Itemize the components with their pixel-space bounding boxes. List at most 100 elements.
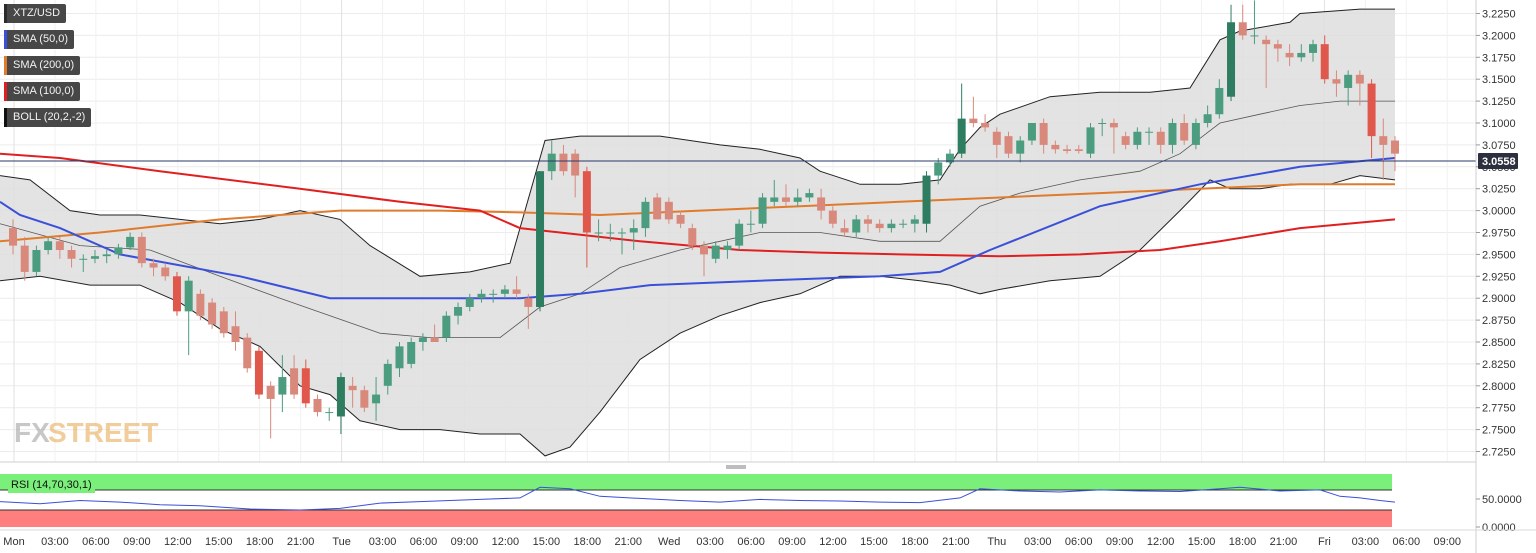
watermark-street: STREET [48, 417, 158, 448]
x-tick-label: 06:00 [1065, 536, 1093, 548]
candle-body [430, 337, 439, 342]
y-tick-label: 3.0750 [1482, 140, 1516, 152]
candle-body [700, 245, 708, 255]
legend-item[interactable]: SMA (100,0) [4, 82, 81, 101]
candle-down [360, 385, 369, 413]
candle-body [126, 236, 135, 248]
y-tick-label: 3.0250 [1482, 184, 1516, 196]
candle-body [1086, 127, 1095, 154]
legend-item[interactable]: SMA (50,0) [4, 30, 75, 49]
candle-body [512, 289, 521, 294]
sma-200-line [0, 183, 1395, 243]
candle-down [1355, 70, 1364, 106]
candle-up [500, 285, 509, 299]
y-tick-label: 3.1500 [1482, 74, 1516, 86]
candle-down [1004, 131, 1013, 159]
candle-down [676, 210, 685, 229]
legend-item[interactable]: SMA (200,0) [4, 56, 81, 75]
candle-body [688, 228, 697, 246]
candle-body [957, 118, 966, 154]
candle-up [1016, 136, 1025, 163]
x-tick-label: Thu [987, 536, 1006, 548]
candle-body [254, 350, 263, 395]
candle-body [1320, 44, 1329, 80]
candle-body [278, 377, 287, 395]
candle-body [231, 326, 240, 342]
candle-body [55, 241, 64, 251]
candle-body [184, 280, 193, 312]
x-tick-label: 18:00 [246, 536, 274, 548]
candle-body [1273, 44, 1282, 49]
candle-body [313, 398, 322, 413]
y-tick-label: 2.9500 [1482, 249, 1516, 261]
candle-up [465, 293, 474, 312]
x-tick-label: 18:00 [901, 536, 929, 548]
legend-label: SMA (100,0) [13, 85, 75, 97]
candle-up [126, 232, 135, 251]
candle-down [137, 232, 146, 268]
candle-up [723, 241, 732, 259]
bollinger-area [0, 9, 1395, 456]
legend-label: SMA (200,0) [13, 59, 75, 71]
legend-item[interactable]: XTZ/USD [4, 4, 67, 23]
candle-body [1063, 149, 1072, 152]
candle-down [1074, 144, 1083, 154]
x-tick-label: 06:00 [737, 536, 765, 548]
x-tick-label: 03:00 [41, 536, 69, 548]
candle-up [90, 250, 99, 264]
legend-item[interactable]: BOLL (20,2,-2) [4, 108, 92, 127]
candle-up [805, 188, 814, 202]
candle-up [1027, 123, 1036, 145]
candle-body [723, 245, 732, 251]
candle-down [781, 184, 790, 207]
candle-body [442, 315, 451, 338]
candle-body [664, 201, 673, 220]
x-tick-label: Mon [3, 536, 24, 548]
candle-down [1273, 39, 1282, 62]
candle-down [243, 333, 252, 373]
x-tick-label: 21:00 [287, 536, 315, 548]
candle-up [1215, 79, 1224, 119]
candle-up [1309, 39, 1318, 62]
candle-body [793, 197, 802, 202]
candle-body [1391, 140, 1399, 154]
fxstreet-watermark: FX STREET [14, 417, 158, 448]
candle-body [922, 175, 931, 224]
y-tick-label: 3.2250 [1482, 9, 1516, 21]
candle-down [875, 219, 884, 233]
x-tick-label: 15:00 [533, 536, 561, 548]
candle-up [945, 149, 954, 167]
x-tick-label: 03:00 [1024, 536, 1052, 548]
candle-up [1250, 0, 1259, 45]
candle-up [957, 83, 966, 159]
sma-100-line [0, 152, 1396, 258]
candle-down [254, 346, 263, 399]
sma-50-line [0, 157, 1396, 300]
candle-body [781, 197, 790, 202]
candle-body [1285, 52, 1294, 58]
y-tick-label: 3.2000 [1482, 30, 1516, 42]
candle-body [1367, 83, 1376, 137]
candle-up [336, 372, 345, 434]
pane-divider[interactable] [0, 461, 1476, 469]
x-tick-label: 21:00 [942, 536, 970, 548]
candle-body [196, 293, 205, 316]
x-tick-label: 18:00 [1229, 536, 1257, 548]
candle-up [1133, 127, 1142, 150]
candle-down [1039, 118, 1048, 154]
candle-body [910, 219, 919, 224]
candle-body [360, 390, 369, 408]
candle-up [395, 342, 404, 378]
candle-body [266, 385, 275, 399]
x-tick-label: Wed [658, 536, 680, 548]
candle-body [618, 232, 627, 234]
candle-down [512, 276, 521, 299]
candle-body [102, 254, 111, 257]
candle-up [442, 311, 451, 342]
candle-up [735, 219, 744, 251]
candle-body [992, 131, 1001, 145]
candle-down [348, 377, 357, 408]
candle-down [9, 219, 17, 255]
candle-body [758, 197, 767, 224]
